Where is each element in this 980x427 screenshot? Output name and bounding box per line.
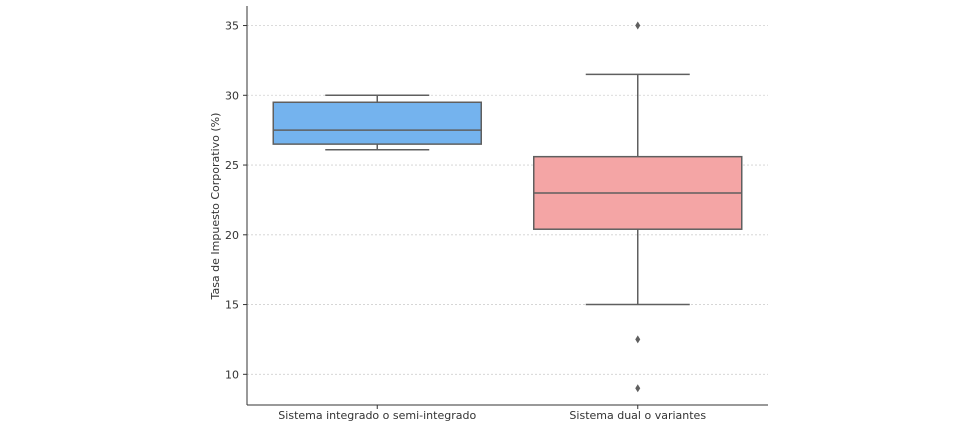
y-tick-label: 25 [225, 159, 239, 172]
box-iqr [272, 101, 482, 145]
outlier-point [635, 384, 641, 393]
y-tick-label: 15 [225, 299, 239, 312]
y-axis-label: Tasa de Impuesto Corporativo (%) [209, 113, 222, 301]
x-tick-label: Sistema integrado o semi-integrado [278, 409, 476, 422]
y-tick-label: 20 [225, 229, 239, 242]
box-group-2 [533, 21, 743, 393]
box-group-1 [272, 94, 482, 151]
y-tick-label: 10 [225, 368, 239, 381]
y-tick-label: 30 [225, 89, 239, 102]
x-tick-labels: Sistema integrado o semi-integrado Sistem… [278, 405, 706, 422]
y-tick-label: 35 [225, 20, 239, 33]
y-tick-labels: 10 15 20 25 30 35 [225, 20, 247, 381]
outlier-point [635, 335, 641, 344]
box-plot-series [272, 21, 743, 393]
outlier-point [635, 21, 641, 30]
x-tick-label: Sistema dual o variantes [569, 409, 706, 422]
axes [246, 6, 768, 406]
grid-lines [247, 25, 768, 375]
